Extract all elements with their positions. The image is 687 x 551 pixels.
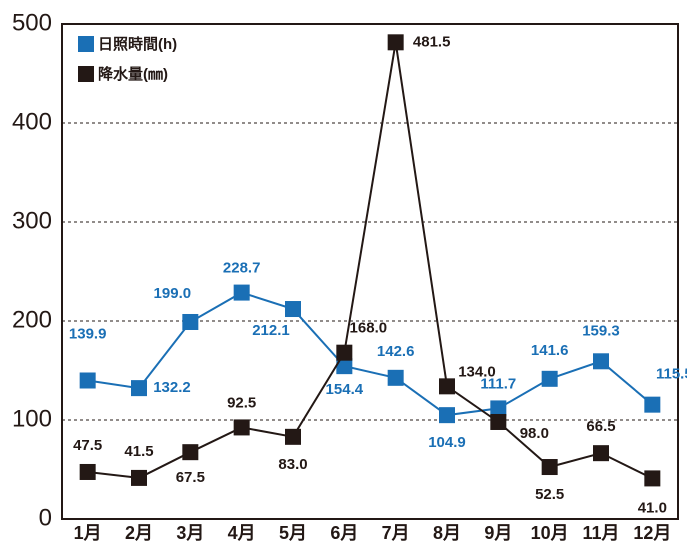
- data-label: 212.1: [252, 322, 290, 339]
- data-label: 66.5: [586, 418, 615, 435]
- marker: [439, 378, 455, 395]
- data-label: 132.2: [153, 379, 191, 396]
- legend-swatch: [78, 66, 94, 82]
- y-tick-label: 500: [12, 9, 52, 36]
- marker: [541, 370, 558, 387]
- x-tick-label: 6月: [330, 523, 358, 543]
- x-tick-label: 2月: [125, 523, 153, 543]
- data-label: 159.3: [582, 322, 620, 339]
- y-tick-label: 100: [12, 405, 52, 432]
- marker: [387, 34, 404, 51]
- marker: [79, 463, 96, 480]
- y-tick-label: 0: [39, 504, 52, 531]
- plot-frame: [61, 23, 679, 520]
- data-label: 139.9: [69, 325, 107, 342]
- x-tick-label: 3月: [176, 523, 204, 543]
- x-tick-label: 9月: [484, 523, 512, 543]
- marker: [644, 470, 661, 487]
- data-label: 142.6: [377, 343, 415, 360]
- legend-label: 日照時間(h): [98, 35, 177, 53]
- marker: [541, 459, 558, 476]
- marker: [490, 400, 507, 417]
- x-tick-label: 7月: [382, 523, 410, 543]
- x-tick-label: 10月: [531, 523, 569, 543]
- data-label: 98.0: [520, 425, 549, 442]
- data-label: 52.5: [535, 486, 564, 503]
- marker: [593, 445, 609, 462]
- data-label: 168.0: [350, 320, 388, 337]
- data-label: 41.0: [638, 499, 667, 516]
- data-label: 115.5: [656, 366, 687, 383]
- y-tick-label: 200: [12, 306, 52, 333]
- data-label: 154.4: [326, 381, 364, 398]
- marker: [233, 284, 250, 301]
- data-label: 199.0: [154, 285, 192, 302]
- y-tick-label: 400: [12, 108, 52, 135]
- data-label: 481.5: [413, 33, 451, 50]
- data-label: 47.5: [73, 437, 102, 454]
- y-tick-label: 300: [12, 207, 52, 234]
- x-tick-label: 8月: [433, 523, 461, 543]
- data-label: 134.0: [458, 363, 496, 380]
- marker: [79, 372, 96, 389]
- marker: [131, 469, 147, 486]
- x-tick-label: 1月: [74, 523, 102, 543]
- x-tick-label: 4月: [228, 523, 256, 543]
- legend-label: 降水量(㎜): [98, 65, 168, 83]
- data-label: 104.9: [428, 434, 466, 451]
- series-line: [87, 291, 653, 417]
- x-tick-label: 5月: [279, 523, 307, 543]
- data-label: 228.7: [223, 260, 261, 277]
- data-label: 141.6: [531, 342, 569, 359]
- marker: [285, 301, 301, 318]
- marker: [233, 419, 250, 436]
- marker: [644, 396, 661, 413]
- marker: [439, 407, 455, 424]
- marker: [593, 353, 609, 370]
- data-label: 92.5: [227, 394, 256, 411]
- data-label: 67.5: [176, 469, 205, 486]
- series-line: [87, 42, 653, 480]
- legend-swatch: [78, 36, 94, 52]
- marker: [182, 313, 199, 330]
- data-label: 83.0: [278, 456, 307, 473]
- marker: [490, 413, 507, 430]
- marker: [336, 344, 353, 361]
- x-tick-label: 11月: [582, 523, 619, 543]
- data-label: 111.7: [480, 375, 516, 392]
- marker: [182, 444, 199, 461]
- x-tick-label: 12月: [633, 523, 671, 543]
- marker: [387, 369, 404, 386]
- marker: [285, 428, 301, 445]
- data-label: 41.5: [124, 443, 153, 460]
- marker: [131, 380, 147, 397]
- marker: [336, 358, 353, 375]
